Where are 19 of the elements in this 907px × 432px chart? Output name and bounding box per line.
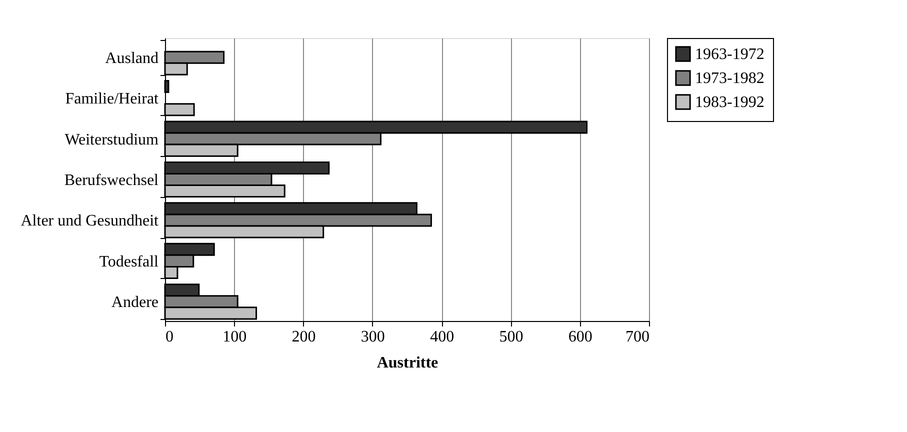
x-tick-label: 100 xyxy=(222,328,247,346)
y-tick-label: Berufswechsel xyxy=(64,172,160,189)
y-tick-label: Familie/Heirat xyxy=(65,90,160,108)
y-tick-label: Weiterstudium xyxy=(64,131,160,148)
legend-label: 1983-1992 xyxy=(695,94,764,111)
x-tick-label: 600 xyxy=(568,328,592,346)
x-tick-label: 500 xyxy=(499,328,524,346)
x-tick-label: 200 xyxy=(292,328,316,346)
y-tick-label: Andere xyxy=(111,294,158,312)
y-tick-label: Todesfall xyxy=(99,253,160,270)
x-tick-label: 300 xyxy=(360,328,385,346)
x-tick-label: 0 xyxy=(166,328,174,346)
y-tick-label: Ausland xyxy=(105,50,158,67)
legend-label: 1973-1982 xyxy=(695,70,764,87)
x-axis-title: Austritte xyxy=(376,354,438,372)
y-tick-label: Alter und Gesundheit xyxy=(20,212,160,230)
legend-label: 1963-1972 xyxy=(695,46,764,63)
x-tick-label: 700 xyxy=(626,328,650,346)
x-tick-label: 400 xyxy=(430,328,454,346)
